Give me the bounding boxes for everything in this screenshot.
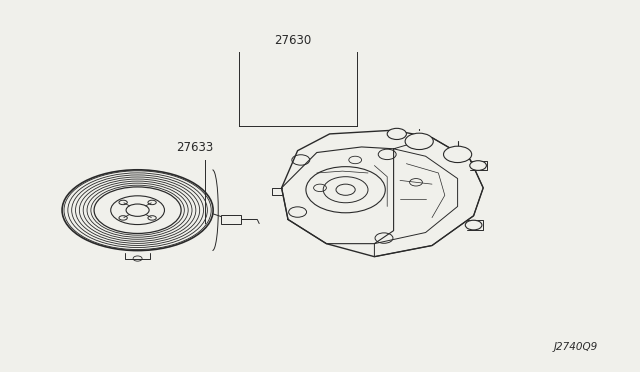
- FancyBboxPatch shape: [221, 215, 241, 224]
- Ellipse shape: [94, 187, 181, 234]
- Text: 27633: 27633: [176, 141, 213, 154]
- Circle shape: [387, 128, 406, 140]
- Circle shape: [470, 161, 486, 170]
- Circle shape: [465, 220, 482, 230]
- Circle shape: [405, 133, 433, 150]
- Circle shape: [444, 146, 472, 163]
- Text: J2740Q9: J2740Q9: [554, 341, 598, 352]
- Text: 27630: 27630: [275, 33, 312, 46]
